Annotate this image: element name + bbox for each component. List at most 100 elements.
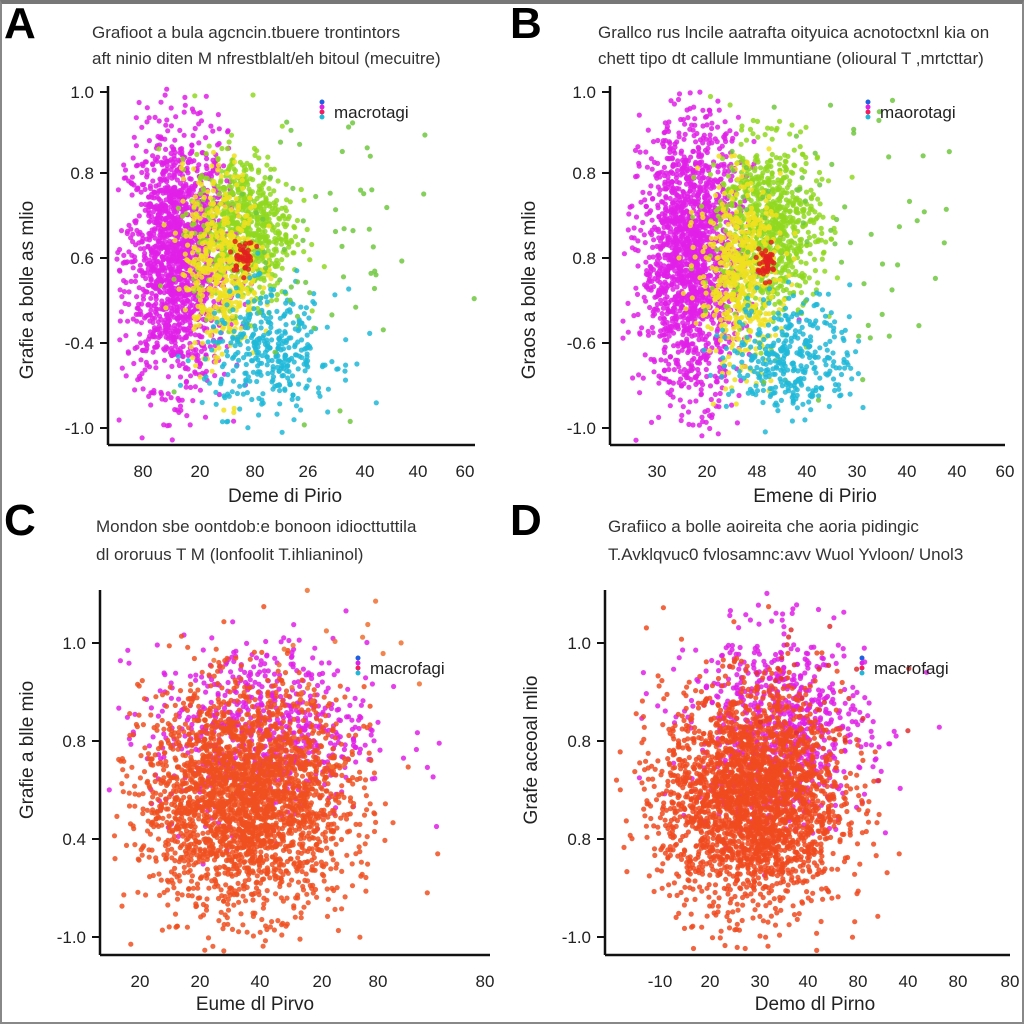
data-point <box>715 169 721 175</box>
data-point <box>636 112 642 118</box>
data-point <box>703 237 710 243</box>
data-point <box>662 179 668 185</box>
data-point <box>240 391 246 397</box>
data-point <box>201 212 207 218</box>
data-point <box>146 257 153 263</box>
data-point <box>230 368 236 374</box>
data-point <box>217 290 223 296</box>
data-point <box>697 298 703 304</box>
data-point <box>245 374 251 380</box>
data-point <box>255 344 261 350</box>
data-point <box>161 222 167 228</box>
data-point <box>234 363 240 369</box>
data-point <box>682 121 688 127</box>
data-point <box>165 226 171 232</box>
data-point <box>260 290 266 296</box>
data-point <box>229 300 235 306</box>
data-point <box>276 358 282 364</box>
data-point <box>182 251 188 257</box>
data-point <box>291 250 297 256</box>
data-point <box>250 177 256 183</box>
data-point <box>180 213 186 219</box>
data-point <box>192 370 199 376</box>
data-point <box>659 218 665 224</box>
data-point <box>354 361 360 367</box>
data-point <box>642 240 648 246</box>
data-point <box>676 91 683 97</box>
data-point <box>288 284 294 290</box>
data-point <box>148 233 154 239</box>
data-point <box>199 340 206 346</box>
data-point <box>292 234 299 240</box>
data-point <box>203 248 209 254</box>
data-point <box>226 194 233 200</box>
data-point <box>272 263 279 269</box>
data-point <box>219 304 225 310</box>
data-point <box>291 417 297 423</box>
data-point <box>652 224 658 230</box>
data-point <box>159 162 165 168</box>
data-point <box>133 143 139 149</box>
data-point <box>192 93 198 99</box>
data-point <box>221 163 227 169</box>
data-point <box>241 355 247 361</box>
data-point <box>674 284 680 290</box>
data-point <box>192 194 198 200</box>
data-point <box>297 141 303 147</box>
data-point <box>301 197 307 203</box>
data-point <box>215 355 221 361</box>
data-point <box>670 380 677 386</box>
data-point <box>153 301 159 307</box>
data-point <box>681 136 687 142</box>
data-point <box>703 366 709 373</box>
data-point <box>647 304 653 311</box>
data-point <box>142 250 148 256</box>
data-point <box>675 292 681 298</box>
data-point <box>251 198 257 204</box>
data-point <box>137 331 143 337</box>
data-point <box>633 214 640 220</box>
data-point <box>271 239 277 245</box>
data-point <box>648 419 655 425</box>
data-point <box>149 315 156 321</box>
data-point <box>672 249 678 255</box>
data-point <box>678 226 685 232</box>
data-point <box>196 140 202 146</box>
data-point <box>641 232 647 238</box>
data-point <box>277 401 283 407</box>
data-point <box>294 268 300 274</box>
data-point <box>277 139 284 145</box>
data-point <box>212 373 218 379</box>
data-point <box>219 419 226 425</box>
data-point <box>216 126 222 132</box>
data-point <box>621 251 628 257</box>
data-point <box>208 277 214 283</box>
data-point <box>233 196 239 202</box>
data-point <box>143 359 149 365</box>
data-point <box>210 168 216 174</box>
data-point <box>197 387 203 393</box>
data-point <box>679 412 685 418</box>
data-point <box>729 402 735 408</box>
data-point <box>136 301 142 307</box>
data-point <box>207 316 214 322</box>
data-point <box>266 223 272 229</box>
data-point <box>128 226 134 232</box>
data-point <box>146 115 152 121</box>
data-point <box>225 129 231 135</box>
data-point <box>655 274 662 280</box>
data-point <box>399 258 405 264</box>
data-point <box>158 99 164 105</box>
data-point <box>148 277 154 283</box>
data-point <box>177 374 184 380</box>
data-point <box>133 218 139 224</box>
data-point <box>697 184 703 190</box>
data-point <box>678 305 684 311</box>
data-point <box>663 205 669 211</box>
data-point <box>270 386 276 392</box>
data-point <box>625 227 631 233</box>
data-point <box>163 146 169 152</box>
data-point <box>210 242 216 248</box>
data-point <box>256 395 262 401</box>
data-point <box>305 358 311 364</box>
